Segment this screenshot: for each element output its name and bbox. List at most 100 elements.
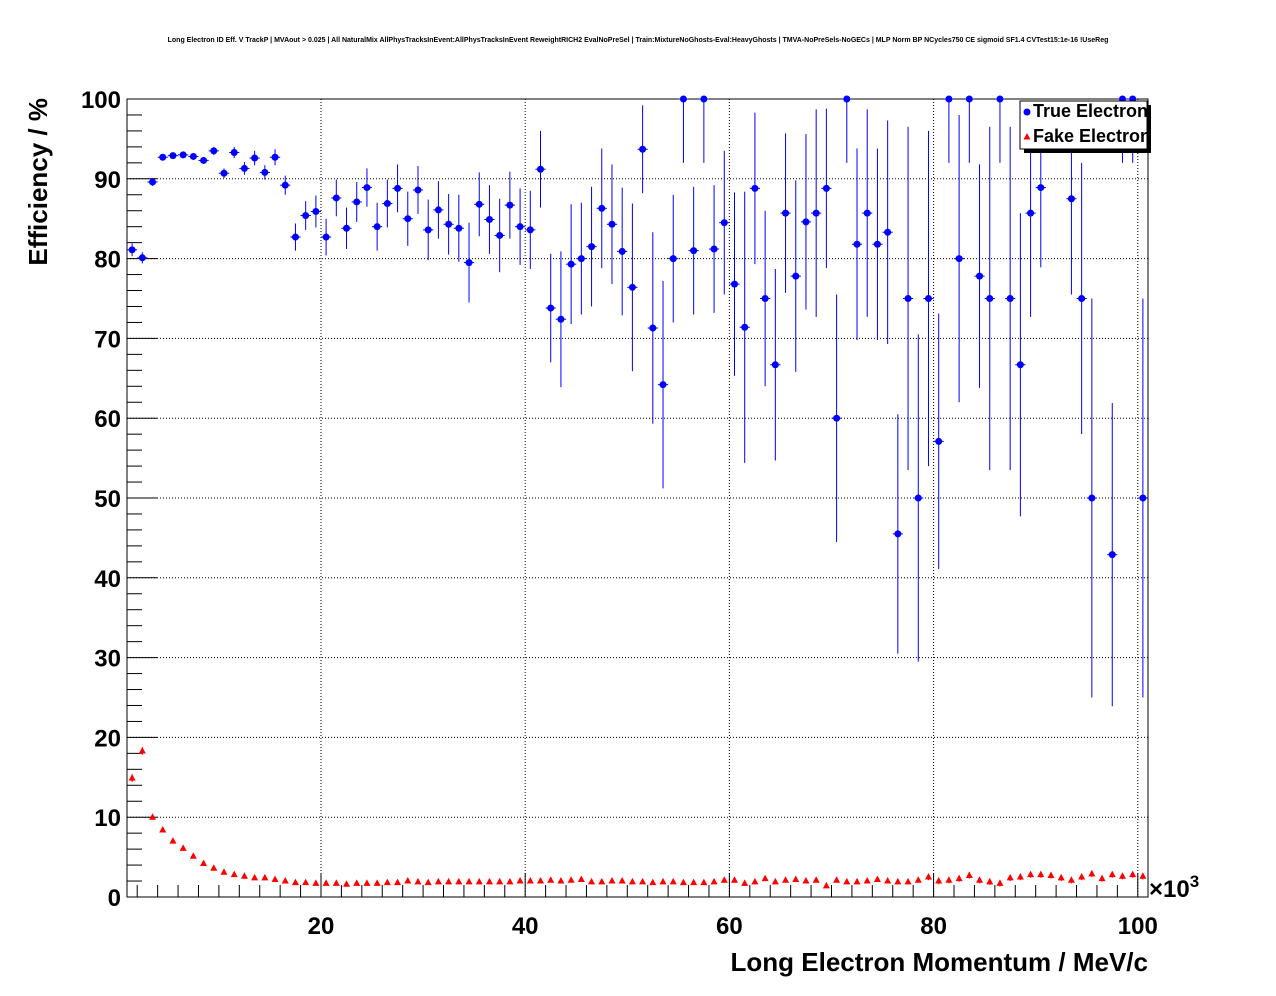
true-electron-point: [657, 280, 669, 489]
fake-electron-marker: [485, 877, 493, 885]
true-electron-point: [617, 187, 628, 316]
y-tick-labels: 0 10 20 30 40 50 60 70 80 90 100: [81, 87, 121, 912]
legend-box: [1019, 100, 1148, 150]
true-electron-point: [821, 108, 832, 269]
true-electron-point: [484, 185, 495, 254]
fake-electron-marker: [414, 877, 422, 885]
true-electron-point: [1137, 298, 1148, 698]
legend-label-true-electron: True Electron: [1033, 101, 1148, 121]
true-electron-marker: [935, 437, 943, 445]
true-electron-marker: [914, 494, 922, 502]
fake-electron-point: [639, 877, 647, 885]
fake-electron-point: [843, 877, 851, 885]
fake-electron-marker: [1098, 874, 1106, 882]
true-electron-marker: [659, 381, 667, 389]
true-electron-marker: [485, 215, 493, 223]
fake-electron-point: [690, 878, 698, 886]
fake-electron-marker: [904, 877, 912, 885]
true-electron-point: [127, 243, 138, 257]
y-tick-label: 0: [108, 885, 121, 912]
true-electron-point: [198, 156, 209, 164]
true-electron-marker: [884, 228, 892, 236]
fake-electron-point: [822, 881, 830, 889]
true-electron-point: [147, 178, 158, 186]
true-electron-point: [831, 294, 842, 542]
true-electron-point: [433, 181, 444, 239]
fake-electron-point: [404, 877, 412, 884]
true-electron-marker: [373, 223, 381, 231]
fake-electron-point: [904, 877, 912, 885]
fake-electron-marker: [996, 879, 1004, 886]
fake-electron-marker: [771, 877, 779, 885]
fake-electron-marker: [343, 880, 351, 887]
fake-electron-point: [424, 878, 432, 886]
fake-electron-point: [445, 877, 453, 885]
true-electron-marker: [343, 224, 351, 232]
fake-electron-point: [588, 877, 596, 885]
fake-electron-point: [894, 877, 902, 885]
fake-electron-point: [730, 876, 738, 883]
true-electron-point: [882, 120, 893, 344]
fake-electron-point: [332, 879, 340, 886]
true-electron-point: [1107, 403, 1118, 707]
fake-electron-marker: [690, 878, 698, 886]
true-electron-marker: [312, 208, 320, 216]
true-electron-point: [760, 210, 771, 387]
fake-electron-point: [833, 876, 841, 883]
true-electron-point: [443, 193, 454, 255]
true-electron-marker: [210, 147, 218, 155]
true-electron-point: [494, 198, 505, 273]
true-electron-marker: [251, 154, 259, 162]
true-electron-point: [902, 126, 914, 471]
fake-electron-point: [1027, 870, 1035, 878]
true-electron-point: [668, 194, 679, 323]
fake-electron-marker: [434, 877, 442, 885]
y-tick-label: 30: [94, 646, 121, 673]
true-electron-marker: [537, 165, 545, 173]
fake-electron-marker: [986, 877, 994, 885]
fake-electron-marker: [537, 877, 545, 884]
true-electron-point: [596, 148, 607, 269]
fake-electron-marker: [1129, 870, 1137, 878]
true-electron-marker: [1027, 209, 1035, 217]
fake-electron-point: [986, 877, 994, 886]
fake-electron-point: [343, 880, 351, 887]
fake-electron-point: [679, 878, 687, 886]
fake-electron-marker: [210, 864, 218, 871]
true-electron-point: [188, 152, 199, 160]
true-electron-point: [974, 164, 985, 388]
fake-electron-point: [608, 877, 616, 884]
true-electron-marker: [291, 233, 299, 241]
fake-electron-marker: [1006, 873, 1014, 881]
fake-electron-marker: [618, 877, 626, 884]
fake-electron-point: [291, 878, 299, 886]
legend: True Electron Fake Electron: [1019, 100, 1151, 153]
true-electron-point: [157, 153, 168, 161]
fake-electron-point: [557, 877, 565, 884]
true-electron-point: [361, 168, 373, 207]
fake-electron-marker: [914, 876, 922, 883]
fake-electron-point: [1047, 871, 1055, 879]
fake-electron-marker: [843, 877, 851, 885]
true-electron-marker: [679, 95, 687, 103]
fake-electron-point: [220, 868, 228, 875]
fake-electron-point: [302, 878, 310, 886]
fake-electron-point: [945, 876, 953, 884]
fake-electron-point: [771, 877, 779, 885]
fake-electron-point: [1088, 869, 1096, 878]
true-electron-marker: [710, 245, 718, 253]
true-electron-marker: [669, 255, 677, 263]
fake-electron-marker: [312, 879, 320, 886]
fake-electron-point: [863, 877, 871, 884]
true-electron-point: [1076, 162, 1087, 435]
fake-electron-point: [618, 877, 626, 884]
fake-electron-marker: [1139, 872, 1147, 879]
true-electron-point: [372, 202, 383, 251]
fake-electron-point: [537, 877, 545, 884]
fake-electron-marker: [567, 876, 575, 883]
true-electron-marker: [751, 184, 759, 192]
true-electron-point: [851, 148, 863, 340]
true-electron-marker: [853, 240, 861, 248]
x-tick-label: 40: [512, 913, 539, 940]
fake-electron-point: [853, 877, 861, 885]
